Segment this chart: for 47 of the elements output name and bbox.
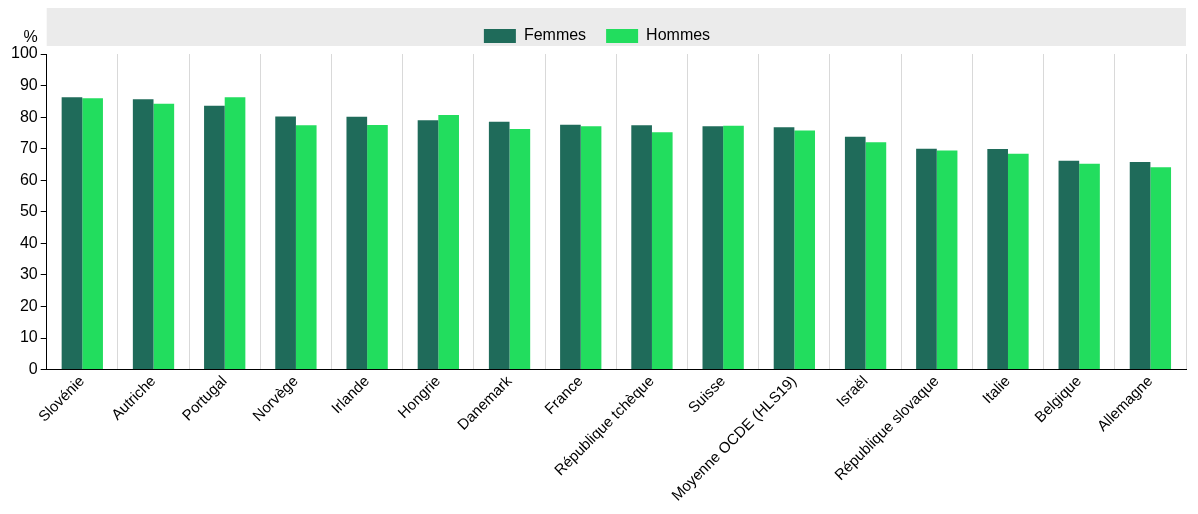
legend-label: Hommes xyxy=(646,26,711,44)
bar xyxy=(865,142,887,370)
bar xyxy=(488,121,510,370)
bar xyxy=(702,126,724,370)
bar xyxy=(417,120,439,370)
y-tick-label: 30 xyxy=(19,265,38,283)
bar xyxy=(723,125,744,370)
bar xyxy=(153,103,175,370)
x-tick-label: Italie xyxy=(978,372,1014,407)
bar xyxy=(367,125,388,370)
bar xyxy=(936,150,958,370)
legend-label: Femmes xyxy=(523,26,587,44)
y-tick-label: 60 xyxy=(19,170,38,188)
y-tick-label: 90 xyxy=(19,75,38,93)
bar xyxy=(1129,161,1151,370)
bar xyxy=(346,116,368,370)
bar xyxy=(224,97,246,370)
bar xyxy=(1007,153,1029,370)
y-tick-label: 80 xyxy=(19,107,38,125)
bar xyxy=(295,125,317,370)
bar xyxy=(438,114,459,370)
y-tick-label: 100 xyxy=(10,44,38,62)
bar xyxy=(1058,160,1080,370)
bar xyxy=(794,130,816,370)
bar xyxy=(509,129,531,370)
y-tick-label: 20 xyxy=(19,296,38,314)
y-tick-label: 0 xyxy=(28,360,38,378)
bar xyxy=(61,97,83,370)
bar xyxy=(275,116,296,370)
bar xyxy=(204,105,225,370)
bar xyxy=(580,126,602,370)
y-tick-label: 10 xyxy=(19,328,38,346)
bar xyxy=(773,127,795,370)
bar xyxy=(844,136,866,370)
y-tick-label: 70 xyxy=(19,139,38,157)
bar xyxy=(987,149,1008,370)
bar xyxy=(82,98,103,370)
bar xyxy=(560,124,581,370)
bar xyxy=(651,132,673,370)
y-tick-label: 50 xyxy=(19,202,38,220)
bar xyxy=(1079,163,1100,370)
bar xyxy=(631,125,652,370)
bar xyxy=(132,99,154,370)
y-tick-label: 40 xyxy=(19,233,38,251)
y-axis-title: % xyxy=(23,28,38,46)
bar xyxy=(1150,167,1172,370)
bar xyxy=(916,148,937,370)
